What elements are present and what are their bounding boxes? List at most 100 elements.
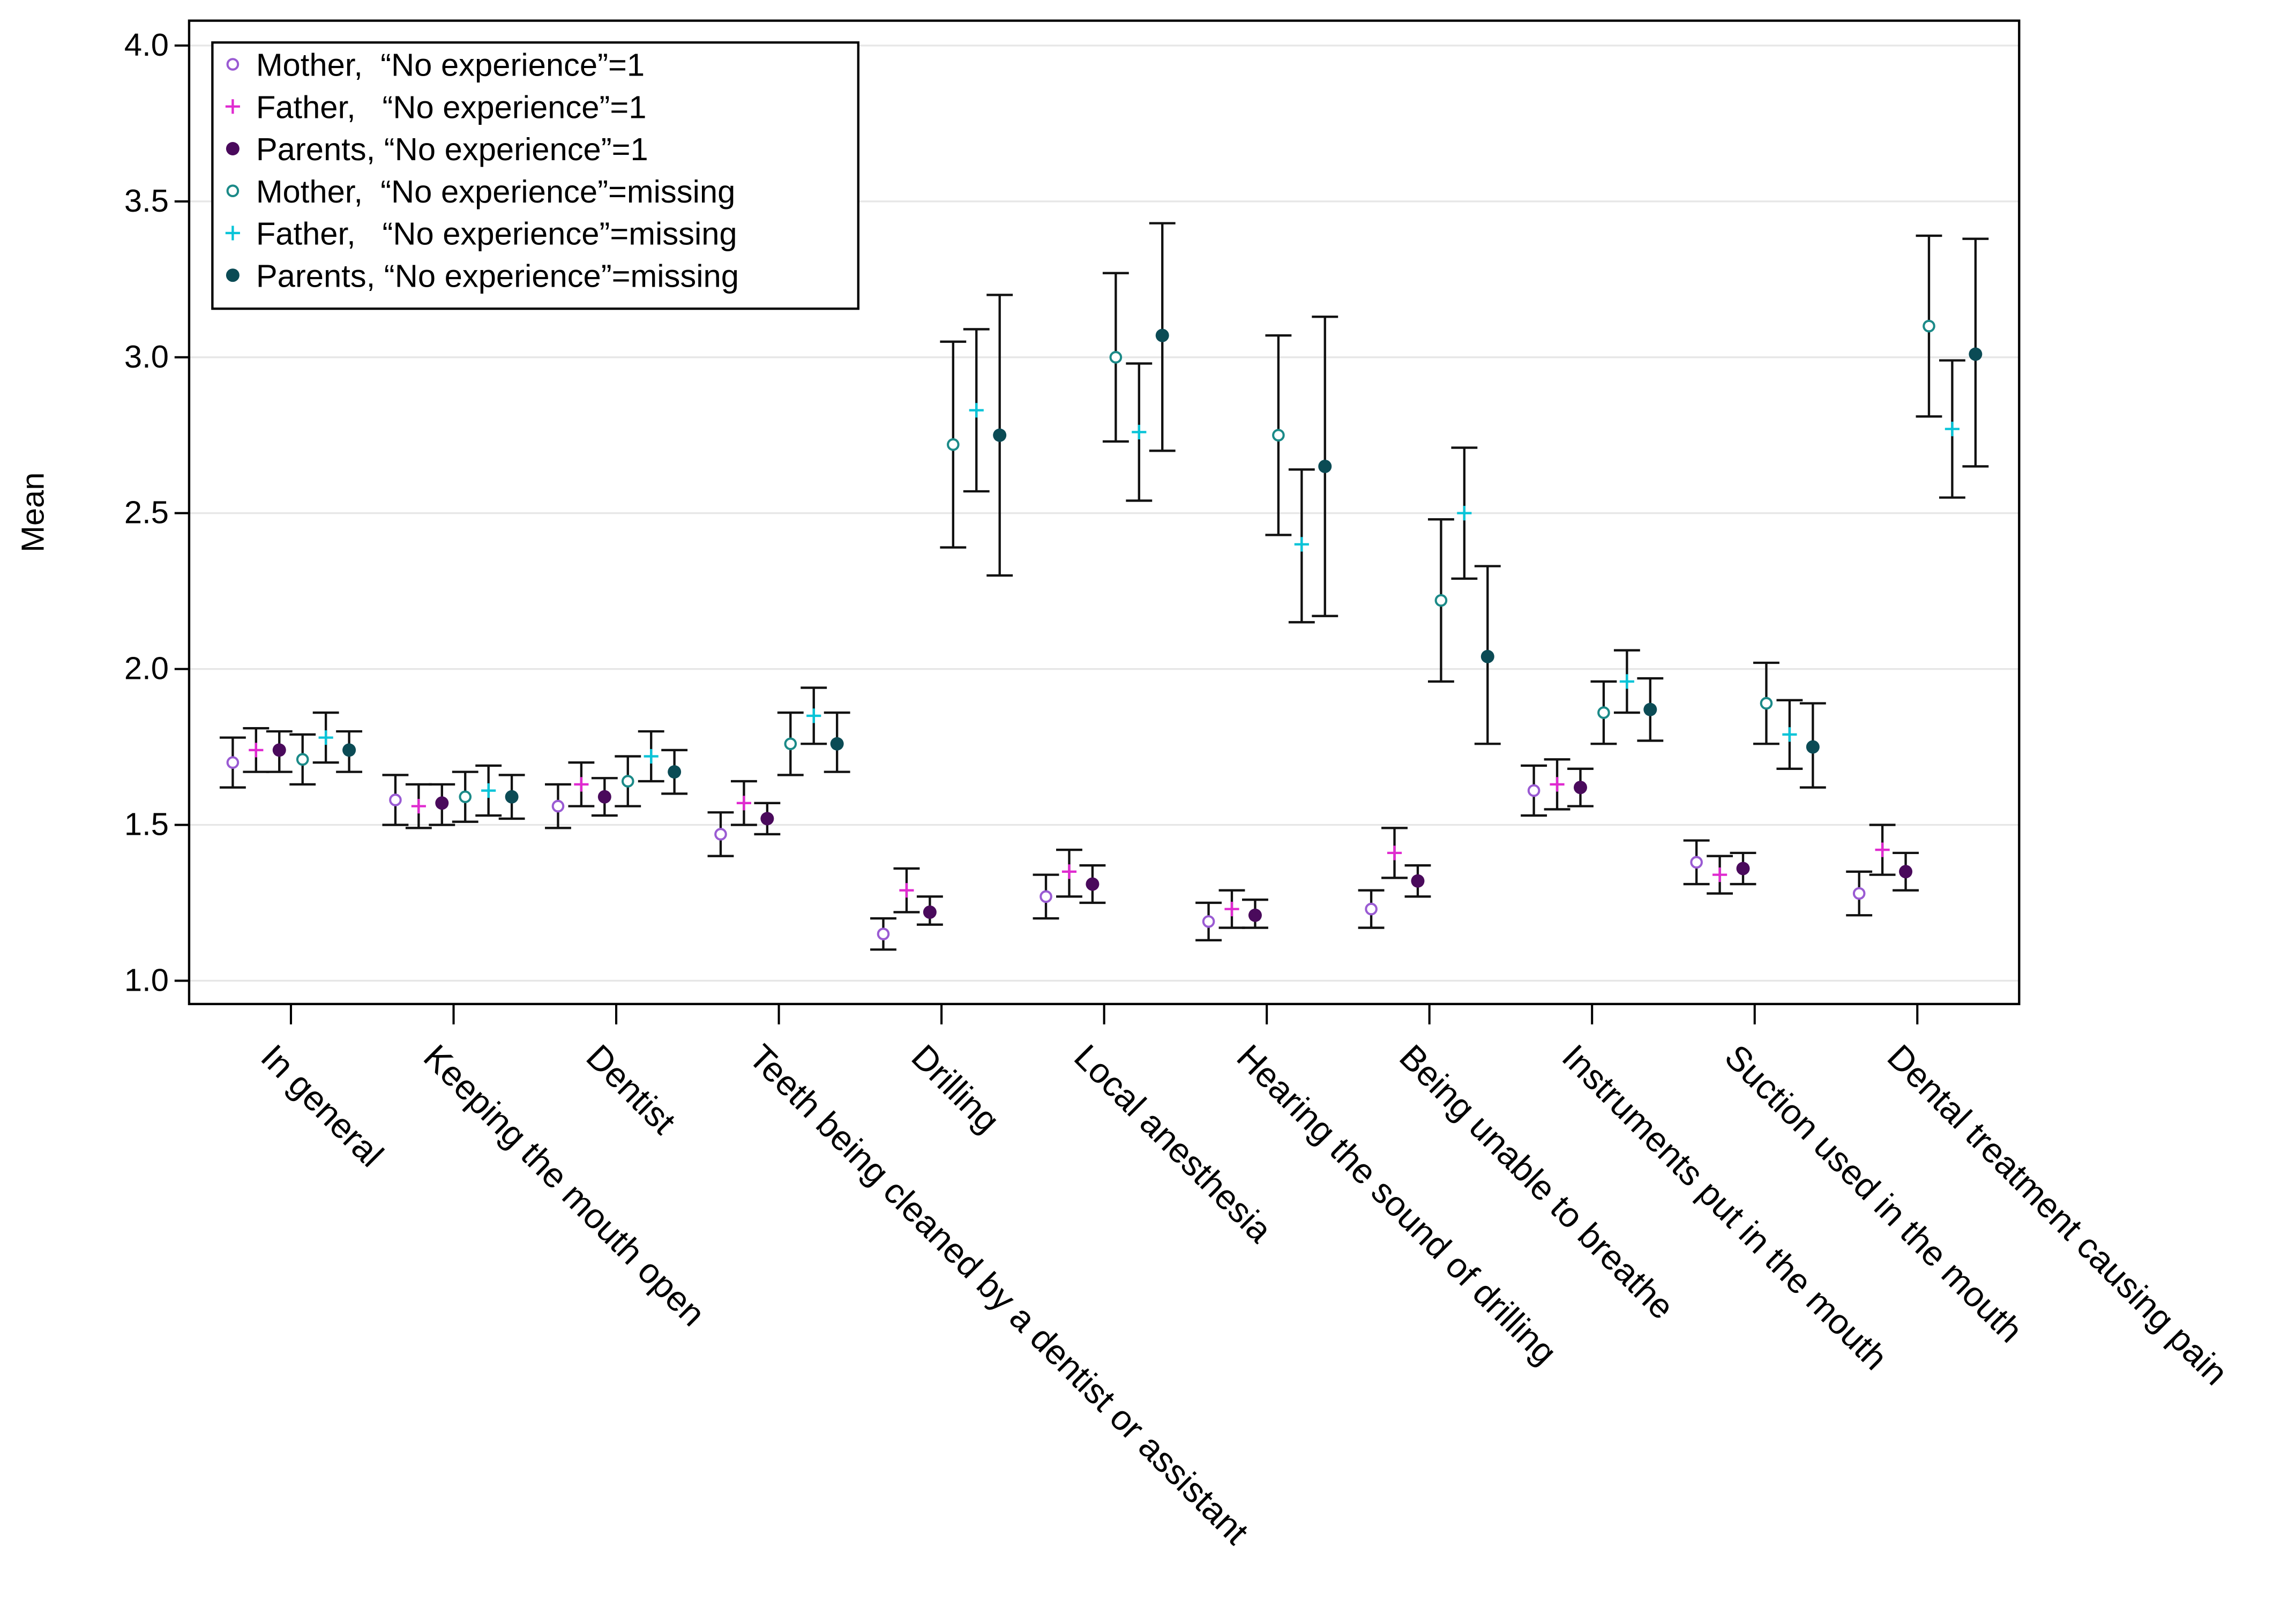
data-point <box>899 883 914 898</box>
data-point <box>1457 506 1472 521</box>
series-1 <box>219 736 1873 951</box>
data-point <box>1109 351 1123 364</box>
series-2 <box>243 727 1896 929</box>
data-point <box>784 737 797 751</box>
legend-marker <box>226 58 240 71</box>
data-point <box>806 708 821 723</box>
data-point <box>714 828 727 841</box>
data-point <box>993 428 1007 442</box>
data-point <box>1712 867 1727 882</box>
data-point <box>1132 424 1147 440</box>
x-tick-label: Instruments put in the mouth <box>1555 1037 1895 1377</box>
data-point <box>1597 706 1610 719</box>
x-tick-label: Being unable to breathe <box>1392 1037 1682 1327</box>
legend-marker <box>225 99 240 114</box>
data-point <box>1760 697 1773 710</box>
legend-box <box>211 41 859 310</box>
data-point <box>574 777 589 792</box>
data-point <box>1875 842 1890 857</box>
legend-label: Parents, “No experience”=missing <box>256 258 739 294</box>
data-point <box>923 905 937 919</box>
data-point <box>1434 594 1448 607</box>
series-4 <box>289 234 1942 823</box>
y-tick-label: 1.0 <box>124 962 169 998</box>
legend-label: Mother, “No experience”=missing <box>256 174 736 209</box>
data-point <box>296 753 309 766</box>
y-tick-label: 2.5 <box>124 495 169 530</box>
data-point <box>1643 702 1657 716</box>
legend-label: Father, “No experience”=missing <box>256 216 737 252</box>
data-point <box>1899 865 1913 879</box>
data-point <box>1061 864 1077 879</box>
legend-marker <box>226 184 240 198</box>
data-point <box>505 790 519 804</box>
data-point <box>1039 890 1052 903</box>
data-point <box>1155 328 1169 342</box>
data-point <box>272 743 286 757</box>
y-tick-label: 2.0 <box>124 650 169 686</box>
data-point <box>1736 862 1750 875</box>
y-tick-label: 3.5 <box>124 183 169 219</box>
data-point <box>551 799 565 813</box>
x-tick-label: Drilling <box>904 1037 1007 1140</box>
y-tick-label: 1.5 <box>124 806 169 842</box>
data-point <box>1411 874 1425 888</box>
data-point <box>1619 674 1634 689</box>
data-point <box>597 790 611 804</box>
y-axis-label: Mean <box>14 473 50 552</box>
data-point <box>969 403 984 418</box>
data-point <box>1248 908 1262 922</box>
data-point <box>1318 459 1332 473</box>
data-point <box>1202 915 1215 928</box>
y-axis: 1.0 1.5 2.0 2.5 3.0 3.5 4.0 <box>124 27 189 998</box>
data-point <box>947 438 960 451</box>
x-tick-label: Dental treatment causing pain <box>1880 1037 2236 1393</box>
data-point <box>1806 740 1820 754</box>
x-tick-label: Keeping the mouth open <box>416 1037 713 1334</box>
data-point <box>1086 877 1100 891</box>
data-point <box>830 737 844 751</box>
data-point <box>1480 649 1494 663</box>
legend-marker <box>226 142 240 155</box>
legend-label: Mother, “No experience”=1 <box>256 47 645 83</box>
data-point <box>1550 777 1565 792</box>
legend-label: Father, “No experience”=1 <box>256 89 647 125</box>
data-point <box>736 796 751 811</box>
data-point <box>877 927 890 940</box>
legend-marker <box>225 226 240 241</box>
legend: Mother, “No experience”=1 Father, “No exp… <box>211 41 859 310</box>
data-point <box>1969 347 1983 361</box>
series-3 <box>266 730 1919 929</box>
data-point <box>621 775 634 788</box>
data-point <box>1574 781 1587 795</box>
data-point <box>318 730 333 745</box>
data-point <box>1923 319 1935 333</box>
data-point <box>1852 887 1866 900</box>
data-point <box>481 783 496 798</box>
series-5 <box>312 328 1965 817</box>
x-tick-label: Hearing the sound of drilling <box>1230 1037 1565 1372</box>
data-point <box>411 799 426 814</box>
data-point <box>1365 902 1378 916</box>
data-point <box>1690 856 1703 869</box>
x-tick-label: Dentist <box>579 1037 683 1141</box>
data-point <box>342 743 356 757</box>
data-point <box>435 796 449 810</box>
data-point <box>644 749 659 764</box>
data-point <box>249 743 264 758</box>
data-point <box>389 794 402 806</box>
legend-label: Parents, “No experience”=1 <box>256 131 648 167</box>
y-tick-label: 4.0 <box>124 27 169 63</box>
y-tick-label: 3.0 <box>124 339 169 375</box>
data-point <box>1224 902 1239 917</box>
x-tick-label: Suction used in the mouth <box>1717 1037 2030 1350</box>
data-point <box>226 756 240 769</box>
data-point <box>1294 537 1309 552</box>
data-point <box>760 812 774 826</box>
data-point <box>459 790 472 803</box>
data-point <box>1527 784 1540 797</box>
data-marks <box>219 222 1989 951</box>
data-point <box>1387 845 1402 860</box>
